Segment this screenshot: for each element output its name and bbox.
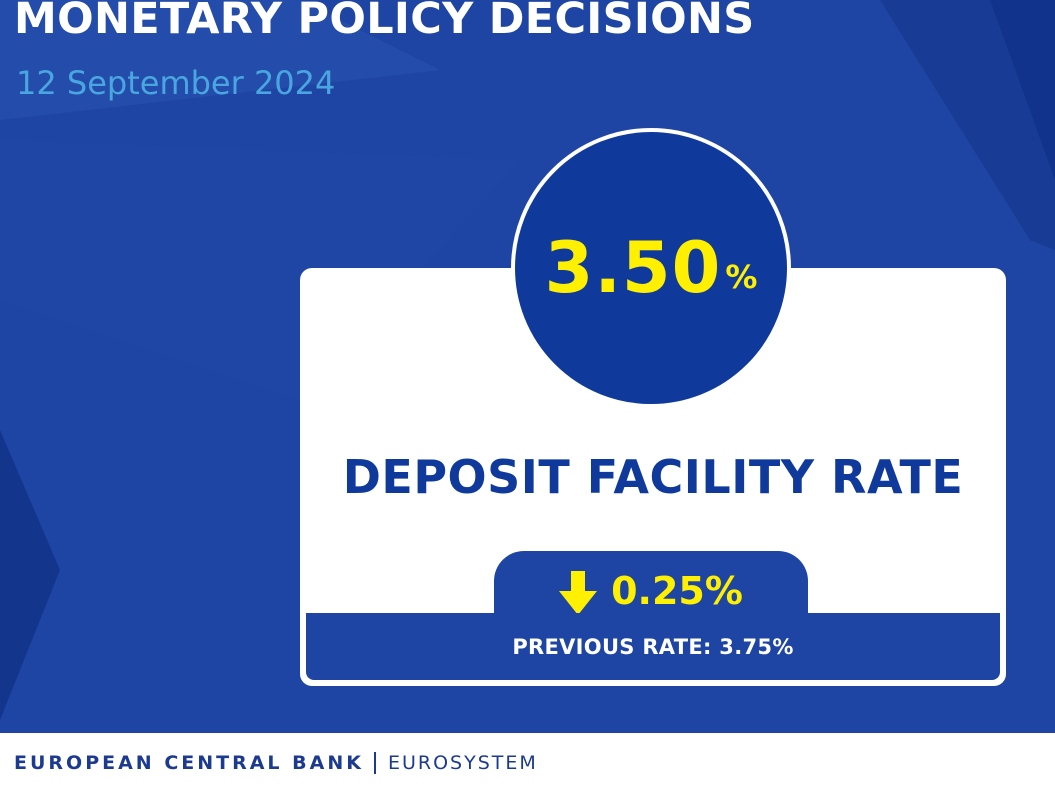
previous-rate-bar: PREVIOUS RATE: 3.75% bbox=[306, 613, 1000, 680]
rate-change-value: 0.25% bbox=[611, 569, 743, 613]
background-shapes bbox=[0, 0, 1055, 720]
footer-system-name: EUROSYSTEM bbox=[387, 752, 538, 774]
previous-rate-text: PREVIOUS RATE: 3.75% bbox=[512, 634, 794, 659]
arrow-down-icon bbox=[559, 571, 598, 615]
decision-date: 12 September 2024 bbox=[16, 64, 336, 102]
footer-bank-name: EUROPEAN CENTRAL BANK bbox=[14, 752, 364, 774]
rate-unit: % bbox=[725, 258, 758, 296]
footer-divider bbox=[373, 752, 376, 774]
rate-value: 3.50 bbox=[544, 227, 722, 309]
rate-label: DEPOSIT FACILITY RATE bbox=[342, 450, 964, 504]
footer-logo: EUROPEAN CENTRAL BANK EUROSYSTEM bbox=[14, 752, 538, 774]
rate-circle: 3.50% bbox=[511, 128, 791, 408]
page-title: MONETARY POLICY DECISIONS bbox=[14, 0, 755, 44]
